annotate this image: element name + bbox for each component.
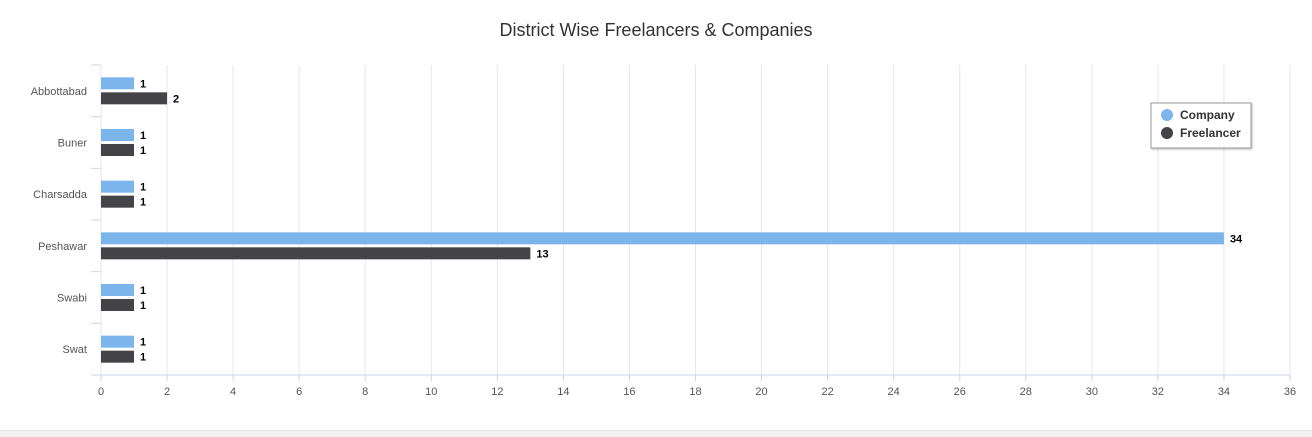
x-tick-label: 22 xyxy=(821,386,833,398)
x-tick-label: 20 xyxy=(755,386,767,398)
bar-company-charsadda[interactable] xyxy=(101,180,135,193)
legend-marker-freelancer[interactable] xyxy=(1161,127,1173,139)
category-label: Swat xyxy=(63,344,87,356)
legend-item-freelancer[interactable]: Freelancer xyxy=(1180,126,1241,140)
bar-company-swat[interactable] xyxy=(101,335,135,348)
data-label-freelancer: 2 xyxy=(173,93,179,105)
data-labels: 1 2 1 1 1 1 34 13 1 1 1 1 xyxy=(140,78,1243,363)
data-label-freelancer: 1 xyxy=(140,145,146,157)
bar-freelancer-abbottabad[interactable] xyxy=(101,92,168,105)
x-tick-label: 26 xyxy=(954,386,966,398)
data-label-freelancer: 1 xyxy=(140,300,146,312)
x-tick-label: 10 xyxy=(425,386,437,398)
x-tick-label: 8 xyxy=(362,386,368,398)
bar-company-swabi[interactable] xyxy=(101,284,135,296)
category-label: Peshawar xyxy=(38,241,87,253)
legend-marker-company[interactable] xyxy=(1161,109,1173,121)
data-label-freelancer: 1 xyxy=(140,352,146,364)
x-tick-label: 12 xyxy=(491,386,503,398)
bar-freelancer-swat[interactable] xyxy=(101,350,135,363)
x-tick-label: 2 xyxy=(164,386,170,398)
x-tick-label: 0 xyxy=(98,386,104,398)
data-label-company: 1 xyxy=(140,285,146,297)
x-tick-label: 34 xyxy=(1218,386,1230,398)
legend-item-company[interactable]: Company xyxy=(1180,108,1235,122)
page-footer-strip xyxy=(0,430,1312,437)
data-label-company: 1 xyxy=(140,130,146,142)
data-label-company: 1 xyxy=(140,182,146,194)
chart-title: District Wise Freelancers & Companies xyxy=(499,20,812,40)
bar-freelancer-swabi[interactable] xyxy=(101,299,135,311)
category-label: Buner xyxy=(58,138,88,150)
bar-company-buner[interactable] xyxy=(101,129,135,141)
grid-lines xyxy=(100,65,1291,375)
x-tick-label: 28 xyxy=(1020,386,1032,398)
legend[interactable]: Company Freelancer xyxy=(1150,102,1252,149)
category-label: Swabi xyxy=(57,293,87,305)
x-tick-label: 6 xyxy=(296,386,302,398)
bar-company-abbottabad[interactable] xyxy=(101,77,135,90)
x-tick-label: 24 xyxy=(888,386,900,398)
data-label-company: 1 xyxy=(140,337,146,349)
bar-company-peshawar[interactable] xyxy=(101,232,1224,245)
x-tick-label: 36 xyxy=(1284,386,1296,398)
data-label-company: 34 xyxy=(1230,233,1243,245)
x-tick-label: 14 xyxy=(557,386,569,398)
data-label-company: 1 xyxy=(140,78,146,90)
category-label: Abbottabad xyxy=(31,86,87,98)
x-axis: 0 2 4 6 8 10 12 14 16 18 20 22 24 26 28 30 32 34 36 xyxy=(98,374,1296,398)
bar-freelancer-buner[interactable] xyxy=(101,144,135,156)
x-tick-label: 16 xyxy=(623,386,635,398)
bar-freelancer-peshawar[interactable] xyxy=(101,247,531,260)
data-label-freelancer: 13 xyxy=(536,248,548,260)
x-tick-label: 4 xyxy=(230,386,236,398)
x-tick-label: 32 xyxy=(1152,386,1164,398)
data-label-freelancer: 1 xyxy=(140,197,146,209)
bars xyxy=(101,77,1224,363)
x-tick-label: 30 xyxy=(1086,386,1098,398)
category-label: Charsadda xyxy=(33,189,88,201)
bar-freelancer-charsadda[interactable] xyxy=(101,195,135,208)
y-axis-categories: Abbottabad Buner Charsadda Peshawar Swabi Swa… xyxy=(31,64,101,376)
x-tick-label: 18 xyxy=(689,386,701,398)
